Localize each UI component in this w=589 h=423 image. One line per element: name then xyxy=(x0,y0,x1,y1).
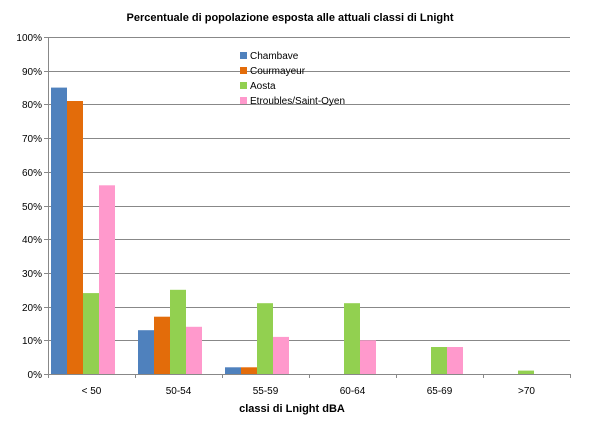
x-axis-ticks: < 50 50-54 55-59 60-64 65-69 >70 xyxy=(48,374,571,397)
y-tick-label: 90% xyxy=(22,67,42,78)
bar-courmayeur-1 xyxy=(154,316,170,374)
legend-label: Aosta xyxy=(250,81,276,92)
x-tick-label: 50-54 xyxy=(166,386,192,397)
y-axis-ticks: 0% 10% 20% 30% 40% 50% 60% 70% 80% 90% 100% xyxy=(16,33,48,381)
x-tick-label: 65-69 xyxy=(427,386,453,397)
legend-swatch xyxy=(240,82,247,89)
bar-aosta-4 xyxy=(431,347,447,374)
legend: Chambave Courmayeur Aosta Etroubles/Saint-O… xyxy=(240,51,345,107)
bar-chambave-1 xyxy=(138,330,154,374)
chart-title: Percentuale di popolazione esposta alle … xyxy=(126,12,453,24)
bar-aosta-5 xyxy=(518,370,534,374)
x-tick-label: >70 xyxy=(518,386,535,397)
bar-aosta-0 xyxy=(83,293,99,374)
x-tick-label: 55-59 xyxy=(253,386,279,397)
bar-etroubles-saint-oyen-2 xyxy=(273,336,289,374)
bar-chambave-0 xyxy=(51,87,67,374)
legend-swatch xyxy=(240,52,247,59)
bar-aosta-3 xyxy=(344,303,360,374)
x-tick-label: 60-64 xyxy=(340,386,366,397)
bar-courmayeur-2 xyxy=(241,367,257,374)
bar-etroubles-saint-oyen-1 xyxy=(186,326,202,374)
y-tick-label: 70% xyxy=(22,134,42,145)
bar-etroubles-saint-oyen-4 xyxy=(447,347,463,374)
axes xyxy=(48,37,570,375)
y-tick-label: 50% xyxy=(22,202,42,213)
bars xyxy=(51,87,534,375)
x-axis-title: classi di Lnight dBA xyxy=(239,403,345,415)
legend-swatch xyxy=(240,67,247,74)
y-tick-label: 60% xyxy=(22,168,42,179)
bar-courmayeur-0 xyxy=(67,101,83,374)
bar-etroubles-saint-oyen-0 xyxy=(99,185,115,374)
bar-etroubles-saint-oyen-3 xyxy=(360,340,376,374)
x-tick-label: < 50 xyxy=(82,386,102,397)
bar-chambave-2 xyxy=(225,367,241,374)
gridlines xyxy=(48,37,570,341)
y-tick-label: 40% xyxy=(22,235,42,246)
bar-aosta-2 xyxy=(257,303,273,374)
legend-label: Courmayeur xyxy=(250,66,306,77)
bar-aosta-1 xyxy=(170,289,186,375)
y-tick-label: 80% xyxy=(22,100,42,111)
legend-label: Chambave xyxy=(250,51,299,62)
y-tick-label: 20% xyxy=(22,303,42,314)
y-tick-label: 0% xyxy=(28,370,43,381)
legend-swatch xyxy=(240,97,247,104)
y-tick-label: 100% xyxy=(16,33,42,44)
legend-label: Etroubles/Saint-Oyen xyxy=(250,96,345,107)
y-tick-label: 10% xyxy=(22,336,42,347)
y-tick-label: 30% xyxy=(22,269,42,280)
